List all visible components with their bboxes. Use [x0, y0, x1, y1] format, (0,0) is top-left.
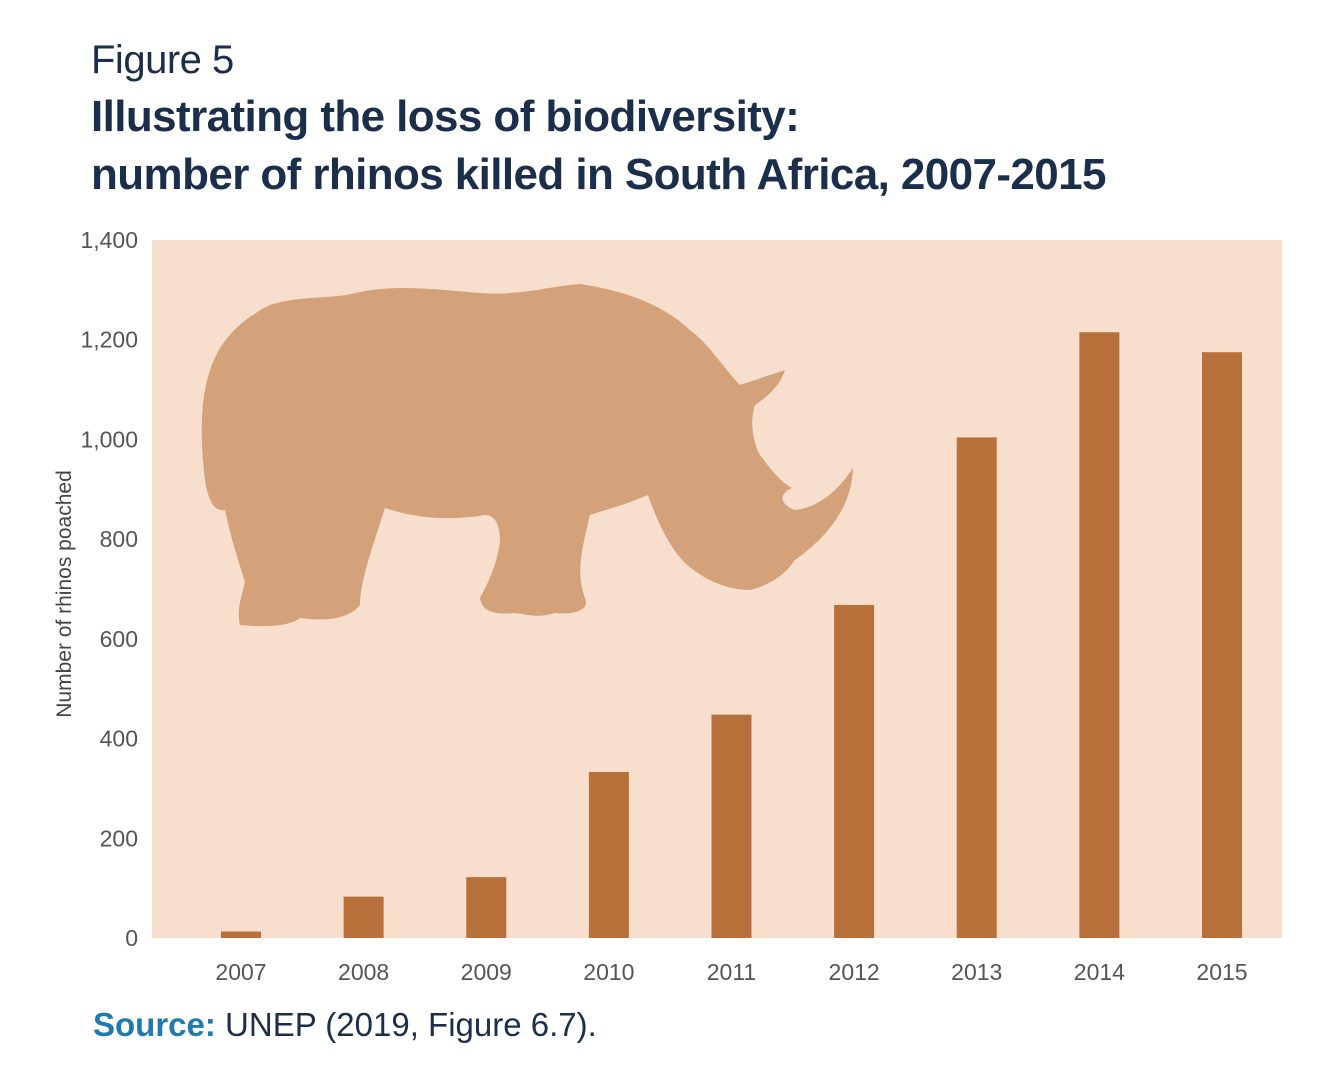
bars [221, 332, 1242, 938]
x-tick-label: 2014 [1074, 959, 1125, 985]
source-text: UNEP (2019, Figure 6.7). [225, 1006, 597, 1043]
bar-2015 [1202, 352, 1242, 938]
y-tick-label: 400 [100, 726, 138, 752]
bar-2012 [834, 604, 875, 938]
source-note: Source: UNEP (2019, Figure 6.7). [93, 1006, 597, 1044]
chart-area: 0 200 400 600 800 1,000 1,200 1,400 2007 2008 200… [0, 220, 1332, 1000]
x-tick-label: 2007 [215, 959, 266, 985]
x-tick-label: 2012 [829, 959, 880, 985]
y-axis-ticks: 0 200 400 600 800 1,000 1,200 1,400 [80, 227, 138, 951]
y-tick-label: 1,200 [80, 327, 138, 353]
bar-2013 [956, 437, 997, 938]
chart-title-line-2: number of rhinos killed in South Africa,… [91, 150, 1106, 199]
bar-2014 [1079, 332, 1120, 938]
y-tick-label: 200 [100, 825, 138, 851]
x-axis-ticks: 2007 2008 2009 2010 2011 2012 2013 2014 2015 [215, 959, 1247, 985]
figure-label: Figure 5 [91, 38, 234, 82]
x-tick-label: 2010 [583, 959, 634, 985]
y-tick-label: 800 [100, 526, 138, 552]
bar-2010 [588, 771, 629, 938]
y-tick-label: 600 [100, 626, 138, 652]
y-tick-label: 1,400 [80, 227, 138, 253]
x-tick-label: 2015 [1196, 959, 1247, 985]
y-tick-label: 0 [125, 925, 138, 951]
chart-title-line-1: Illustrating the loss of biodiversity: [91, 92, 800, 141]
x-tick-label: 2011 [707, 959, 756, 985]
x-tick-label: 2009 [461, 959, 512, 985]
bar-2011 [711, 714, 752, 938]
source-label: Source: [93, 1006, 216, 1043]
x-tick-label: 2013 [951, 959, 1002, 985]
y-tick-label: 1,000 [80, 426, 138, 452]
bar-2009 [466, 877, 507, 938]
y-axis-title: Number of rhinos poached [53, 470, 76, 717]
rhino-silhouette-icon [201, 284, 854, 627]
bar-2007 [221, 931, 261, 938]
bar-2008 [343, 896, 384, 938]
chart-title: Illustrating the loss of biodiversity: n… [91, 88, 1291, 204]
x-tick-label: 2008 [338, 959, 389, 985]
